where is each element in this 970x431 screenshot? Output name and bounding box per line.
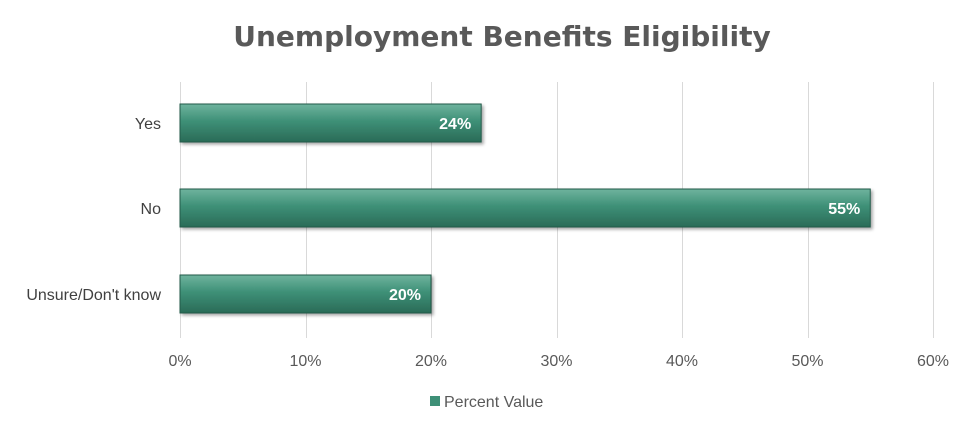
x-tick-label: 0% (168, 353, 191, 370)
x-tick-label: 10% (289, 353, 321, 370)
data-label: 24% (439, 116, 471, 133)
bar (179, 103, 482, 143)
category-label: Unsure/Don't know (26, 287, 161, 304)
bar (179, 188, 871, 228)
category-label: No (141, 201, 162, 218)
data-label: 55% (828, 201, 860, 218)
x-tick-label: 60% (917, 353, 949, 370)
data-label: 20% (389, 287, 421, 304)
category-labels: Yes No Unsure/Don't know (26, 116, 161, 304)
bars: 24% 55% 20% (179, 103, 871, 314)
legend-label: Percent Value (444, 394, 543, 411)
legend: Percent Value (430, 394, 543, 411)
x-tick-label: 30% (540, 353, 572, 370)
x-tick-label: 50% (791, 353, 823, 370)
category-label: Yes (135, 116, 161, 133)
x-tick-label: 20% (415, 353, 447, 370)
x-tick-label: 40% (666, 353, 698, 370)
x-axis-tick-labels: 0% 10% 20% 30% 40% 50% 60% (168, 353, 949, 370)
bar (179, 274, 432, 314)
legend-swatch (430, 396, 440, 406)
chart-title: Unemployment Benefits Eligibility (233, 20, 770, 53)
